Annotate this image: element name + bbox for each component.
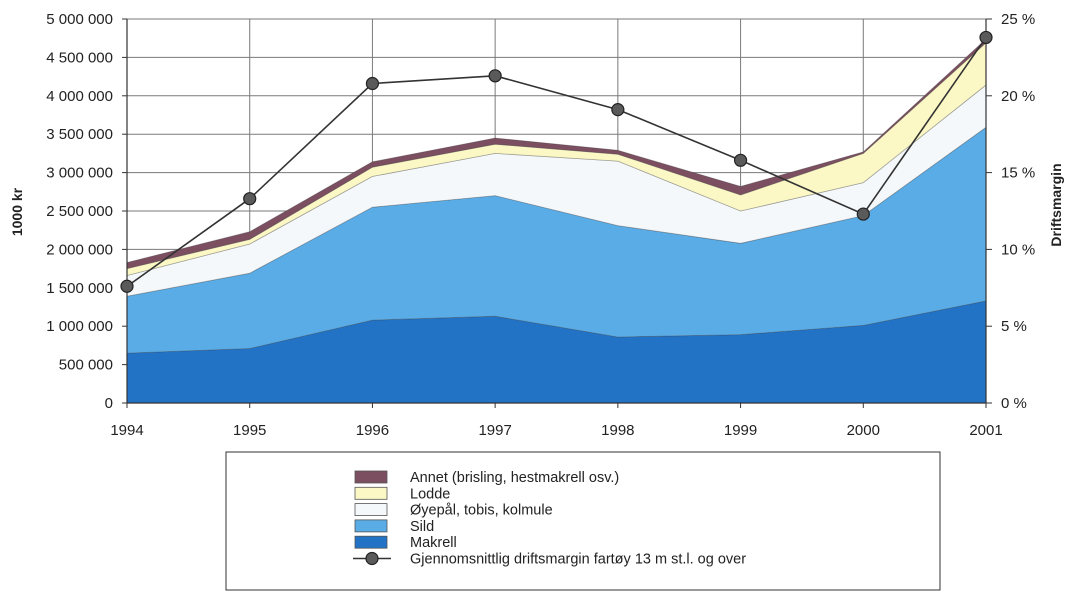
margin-point xyxy=(120,279,134,293)
margin-point xyxy=(488,69,502,83)
y-left-tick-label: 3 000 000 xyxy=(46,165,113,182)
legend-label: Sild xyxy=(410,519,434,535)
y-left-tick-label: 4 000 000 xyxy=(46,88,113,105)
legend-label: Øyepål, tobis, kolmule xyxy=(410,503,553,519)
x-tick-label: 1998 xyxy=(601,422,634,439)
y-left-tick-label: 500 000 xyxy=(59,357,113,374)
y-axis-left-title: 1000 kr xyxy=(9,187,25,236)
y-axis-right-title: Driftsmargin xyxy=(1048,163,1064,246)
x-tick-label: 2000 xyxy=(847,422,880,439)
x-tick-label: 1994 xyxy=(110,422,143,439)
legend-swatch xyxy=(354,503,388,517)
axes xyxy=(122,18,992,408)
y-right-tick-label: 25 % xyxy=(1001,11,1035,28)
y-left-tick-label: 5 000 000 xyxy=(46,11,113,28)
stacked-areas xyxy=(126,38,987,404)
x-tick-label: 1996 xyxy=(356,422,389,439)
margin-point xyxy=(733,153,748,167)
x-tick-label: 1997 xyxy=(478,422,511,439)
margin-point xyxy=(979,30,993,45)
legend-line-marker xyxy=(365,551,379,566)
y-left-tick-label: 0 xyxy=(105,395,113,412)
x-tick-label: 2001 xyxy=(969,422,1002,439)
legend-swatch xyxy=(354,519,388,533)
legend-label: Annet (brisling, hestmakrell osv.) xyxy=(410,470,619,486)
legend-swatch xyxy=(354,470,388,484)
y-right-tick-label: 20 % xyxy=(1001,88,1035,105)
y-left-tick-label: 3 500 000 xyxy=(46,126,113,143)
legend-label: Gjennomsnittlig driftsmargin fartøy 13 m… xyxy=(410,552,746,568)
y-right-tick-label: 0 % xyxy=(1001,395,1027,412)
x-tick-label: 1999 xyxy=(724,422,757,439)
margin-line xyxy=(120,30,993,293)
y-right-tick-label: 15 % xyxy=(1001,165,1035,182)
margin-line-path xyxy=(126,36,987,287)
y-left-tick-label: 1 000 000 xyxy=(46,318,113,335)
margin-point xyxy=(856,207,870,221)
legend-label: Makrell xyxy=(410,535,457,551)
y-left-tick-label: 1 500 000 xyxy=(46,280,113,297)
tick-labels: 0 500 000 1 000 000 1 500 000 2 000 000 2 500… xyxy=(46,11,1035,439)
legend-label: Lodde xyxy=(410,486,450,502)
margin-point xyxy=(611,103,625,117)
y-left-tick-label: 2 000 000 xyxy=(46,241,113,258)
margin-point xyxy=(365,76,380,91)
y-right-tick-label: 5 % xyxy=(1001,318,1027,335)
legend: Annet (brisling, hestmakrell osv.)LoddeØ… xyxy=(225,451,941,591)
legend-items: Annet (brisling, hestmakrell osv.)LoddeØ… xyxy=(353,470,746,568)
margin-point xyxy=(243,192,257,206)
legend-swatch xyxy=(354,486,388,500)
legend-box xyxy=(225,451,941,591)
x-tick-label: 1995 xyxy=(233,422,266,439)
legend-swatch xyxy=(354,535,388,549)
y-left-tick-label: 4 500 000 xyxy=(46,49,113,66)
y-left-tick-label: 2 500 000 xyxy=(46,203,113,220)
y-right-tick-label: 10 % xyxy=(1001,241,1035,258)
